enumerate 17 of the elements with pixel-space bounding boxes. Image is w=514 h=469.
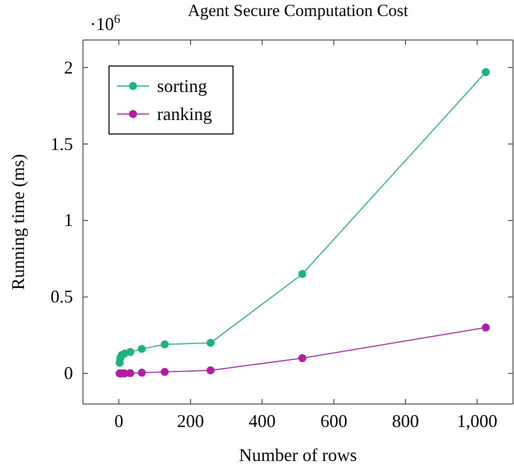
x-tick-label: 1,000 bbox=[456, 410, 498, 431]
y-tick-label: 0.5 bbox=[50, 286, 73, 307]
y-tick-label: 1 bbox=[64, 210, 73, 230]
legend-label: sorting bbox=[157, 76, 208, 96]
y-tick-label: 1.5 bbox=[50, 134, 73, 154]
x-tick-label: 400 bbox=[248, 410, 276, 431]
x-tick-label: 0 bbox=[114, 410, 124, 431]
y-tick-label: 0 bbox=[64, 363, 73, 384]
x-tick-label: 200 bbox=[177, 410, 204, 431]
legend-label: ranking bbox=[157, 104, 212, 124]
y-axis-title: Running time (ms) bbox=[8, 154, 28, 290]
x-tick-label: 600 bbox=[320, 410, 348, 431]
y-tick-label: 2 bbox=[64, 57, 73, 78]
x-tick-label: 800 bbox=[392, 410, 419, 431]
x-axis-title: Number of rows bbox=[239, 445, 357, 465]
chart-title: Agent Secure Computation Cost bbox=[188, 1, 409, 20]
text: ·10$^{6}$ bbox=[90, 12, 120, 34]
